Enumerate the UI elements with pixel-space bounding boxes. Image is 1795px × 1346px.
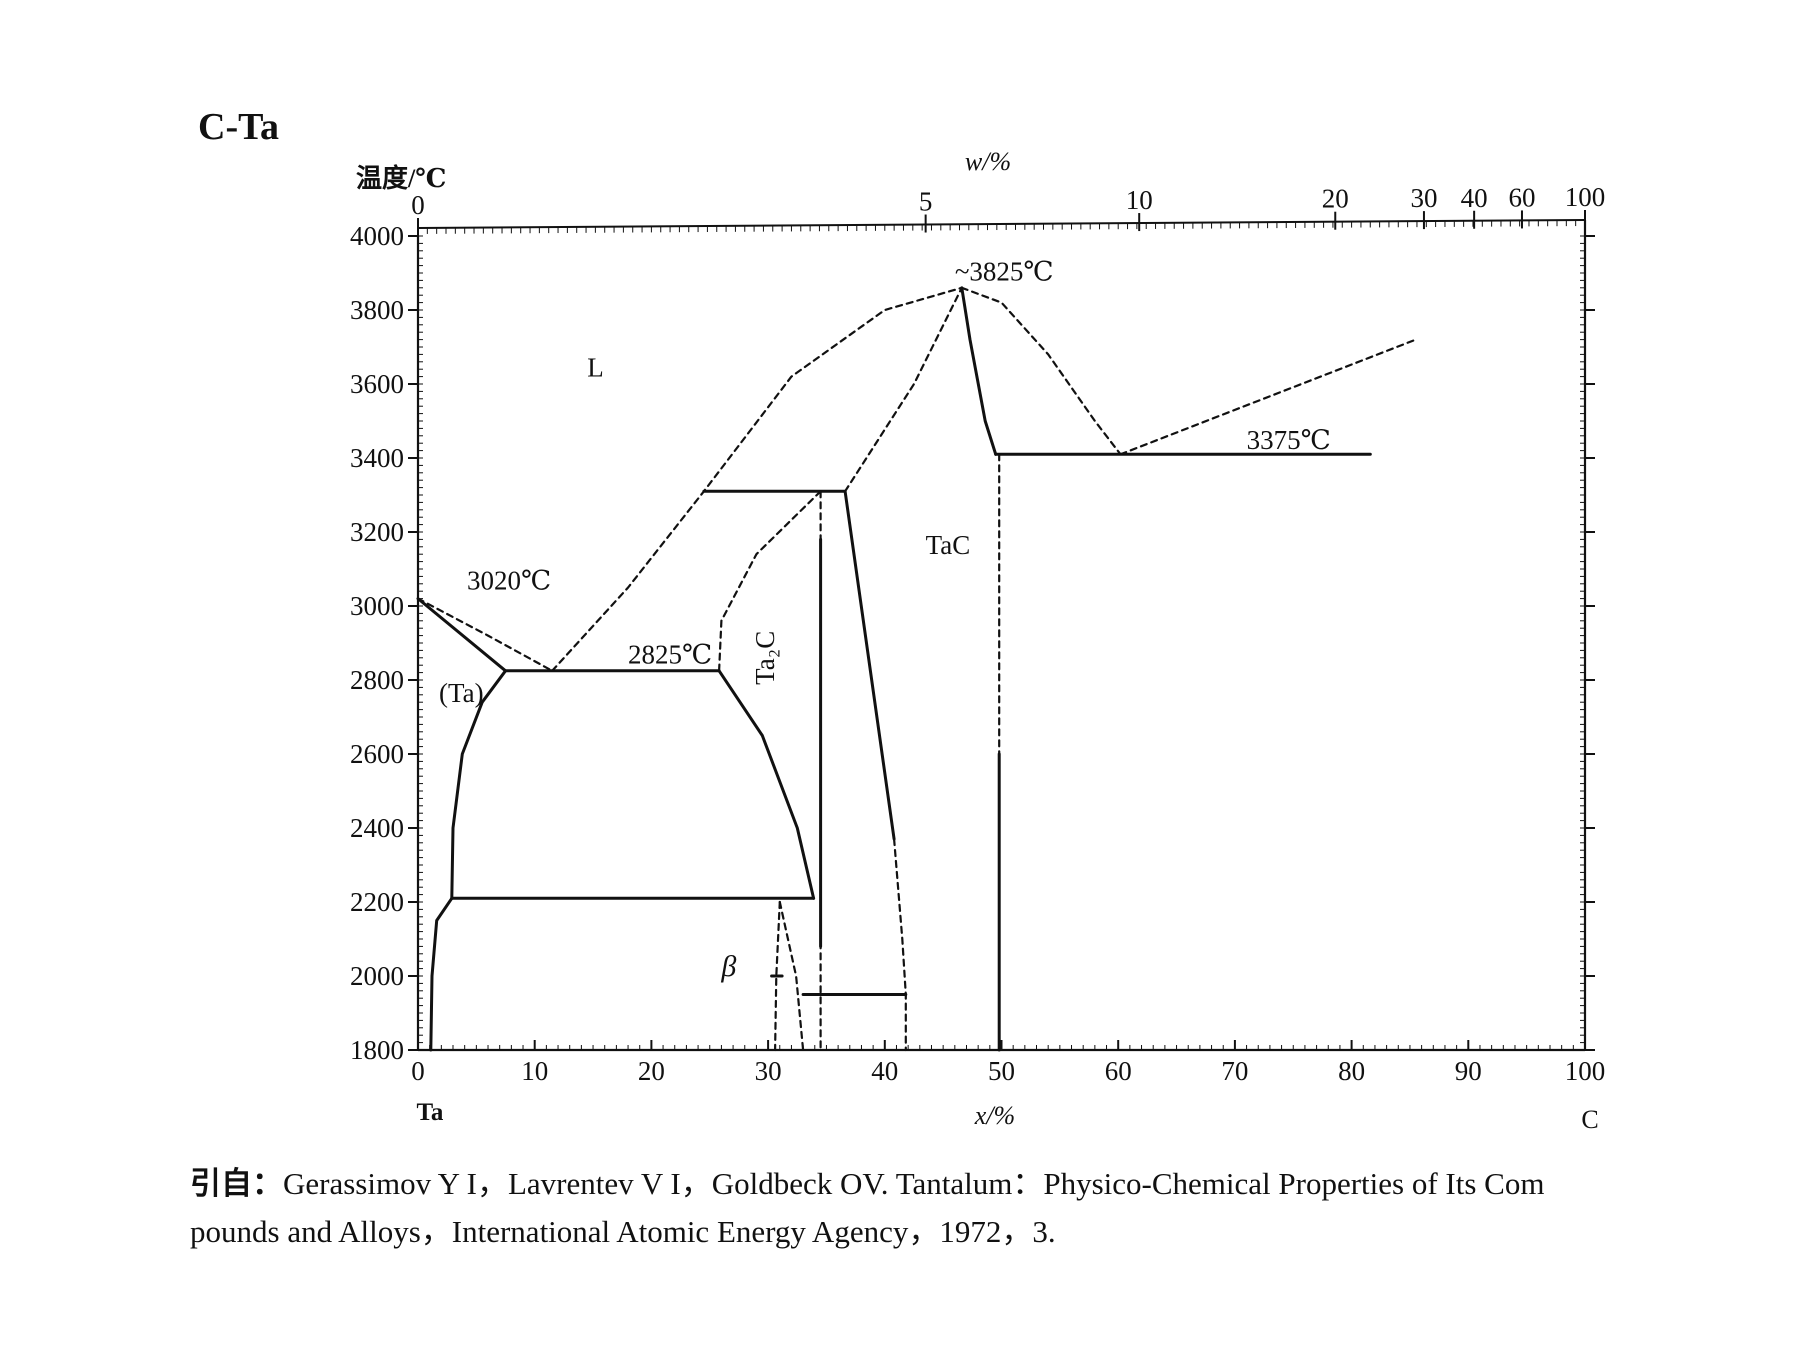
y-tick-label: 3600 [350,369,404,399]
x-tick-label: 70 [1221,1056,1248,1086]
top-tick-label: 0 [411,190,425,220]
x-tick-label: 80 [1338,1056,1365,1086]
right-end-label: C [1581,1105,1598,1134]
left-end-label: Ta [417,1099,444,1126]
annotation-label: (Ta) [439,678,484,708]
top-tick-label: 5 [919,187,933,217]
solid-boundary-7 [843,489,896,841]
x-tick-label: 20 [638,1056,665,1086]
citation-lead: 引自： [190,1166,283,1201]
top-tick-label: 20 [1322,184,1349,214]
annotation-label: Ta₂C [750,631,780,685]
phase-boundaries [416,286,1417,1052]
annotation-label: TaC [926,530,971,560]
dashed-boundary-23 [778,900,805,1052]
y-tick-label: 3000 [350,591,404,621]
top-tick-label: 10 [1126,185,1153,215]
y-tick-label: 2000 [350,961,404,991]
top-tick-label: 100 [1565,182,1606,212]
annotation-label: 3020℃ [467,565,551,595]
citation-line-1: 引自：Gerassimov Y I，Lavrentev V I，Goldbeck… [190,1158,1790,1203]
annotation-label: β [720,950,736,983]
x-axis-label-top: w/% [965,147,1011,176]
annotation-label: ~3825℃ [955,256,1054,286]
x-axis-top [417,219,1586,229]
dashed-boundary-15 [551,286,963,672]
dashed-boundary-14 [416,597,554,672]
citation-text-1: Gerassimov Y I，Lavrentev V I，Goldbeck OV… [283,1166,1545,1201]
solid-boundary-3 [429,896,454,1052]
y-tick-label: 3200 [350,517,404,547]
y-tick-label: 2200 [350,887,404,917]
y-tick-label: 2600 [350,739,404,769]
solid-boundary-0 [416,597,507,673]
y-tick-label: 1800 [350,1035,404,1065]
annotation-label: L [587,353,604,383]
dashed-boundary-24 [774,900,781,1052]
dashed-boundary-18 [844,286,963,493]
x-tick-label: 60 [1105,1056,1132,1086]
dashed-boundary-21 [893,838,907,1052]
x-tick-label: 10 [521,1056,548,1086]
x-axis-label-bottom: x/% [974,1101,1015,1130]
citation-line-2: pounds and Alloys，International Atomic E… [190,1214,1056,1249]
top-tick-label: 60 [1508,182,1535,212]
y-tick-label: 3800 [350,295,404,325]
dashed-boundary-16 [960,286,1122,456]
top-tick-label: 40 [1461,183,1488,213]
solid-boundary-2 [450,669,507,900]
x-tick-label: 100 [1565,1056,1606,1086]
y-tick-label: 3400 [350,443,404,473]
y-tick-label: 2400 [350,813,404,843]
annotation-label: 3375℃ [1247,425,1331,455]
y-tick-label: 4000 [350,221,404,251]
solid-boundary-10 [960,286,998,456]
x-tick-label: 90 [1455,1056,1482,1086]
y-tick-label: 2800 [350,665,404,695]
x-tick-label: 50 [988,1056,1015,1086]
x-tick-label: 40 [871,1056,898,1086]
annotations: L ~3825℃ 3375℃ TaC 3020℃ 2825℃ (Ta) Ta₂C β [439,256,1331,983]
axes: 1800200022002400260028003000320034003600… [350,182,1605,1086]
x-tick-label: 30 [755,1056,782,1086]
top-tick-label: 30 [1410,183,1437,213]
chart-title: C-Ta [198,106,279,148]
x-tick-label: 0 [411,1056,425,1086]
annotation-label: 2825℃ [628,639,712,669]
y-axis-label: 温度/℃ [356,164,447,193]
dashed-boundary-17 [1119,338,1417,456]
solid-boundary-5 [717,669,816,900]
dashed-boundary-19 [718,490,822,672]
